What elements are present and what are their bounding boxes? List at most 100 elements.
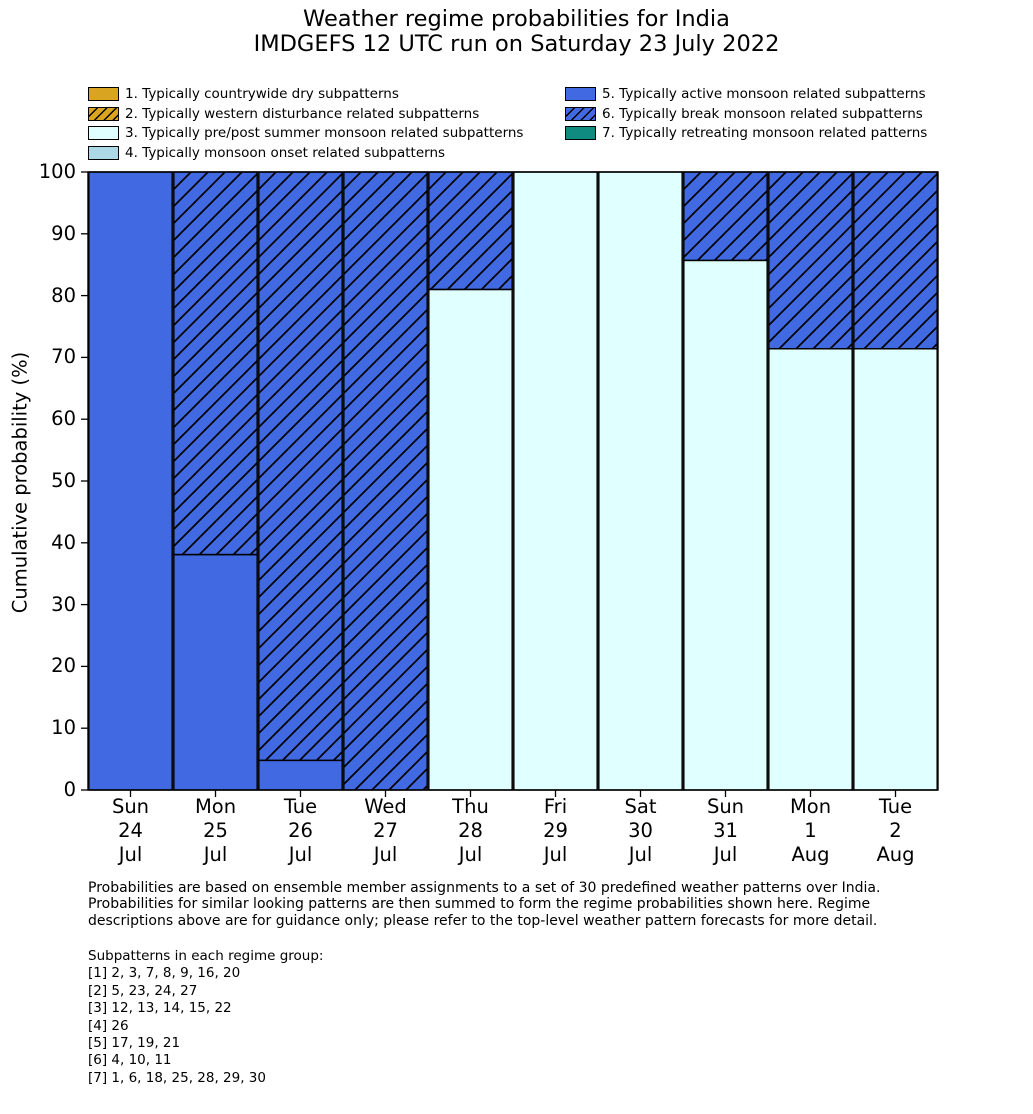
legend-label-5: 5. Typically active monsoon related subp… [602,86,926,102]
x-tick-label-line: Tue [878,795,913,818]
legend-item-6: 6. Typically break monsoon related subpa… [565,106,923,122]
legend-swatch-5 [565,87,596,101]
subpatterns-line-1: [1] 2, 3, 7, 8, 9, 16, 20 [88,965,241,982]
subpatterns-title: Subpatterns in each regime group: [88,948,324,964]
x-tick-label-line: Jul [203,843,228,866]
x-tick-label-line: Jul [628,843,653,866]
x-tick-label-line: Jul [288,843,313,866]
bar-9-segment-0 [853,348,938,790]
x-tick-label-line: 30 [628,819,653,842]
x-tick-label-line: Jul [543,843,568,866]
legend-item-4: 4. Typically monsoon onset related subpa… [88,145,445,161]
subpatterns-line-2: [2] 5, 23, 24, 27 [88,982,198,999]
y-tick-label-0: 0 [63,778,76,801]
bar-4-segment-0 [428,289,513,790]
x-tick-label-line: 1 [804,819,817,842]
x-tick-label-0: Sun 24 Jul [76,795,186,867]
x-tick-label-4: Thu 28 Jul [416,795,526,867]
legend-swatch-4 [88,145,119,160]
y-tick-label-50: 50 [51,469,76,492]
subpatterns-line-5: [5] 17, 19, 21 [88,1035,181,1051]
footer-line-3: descriptions above are for guidance only… [88,912,878,929]
legend-swatch-7 [565,126,596,141]
x-tick-label-line: Sun [706,795,745,818]
bar-8-segment-0 [768,348,853,790]
legend-swatch-2-hatched [88,106,119,121]
legend-item-1: 1. Typically countrywide dry subpatterns [88,86,399,102]
legend-item-2: 2. Typically western disturbance related… [88,106,479,122]
axis-ticks [81,171,897,797]
legend-label-1: 1. Typically countrywide dry subpatterns [125,86,399,102]
bar-3-segment-2-hatch [343,172,428,790]
y-tick-label-20: 20 [51,654,76,678]
bar-8-segment-2-hatch [768,172,853,349]
bar-0-segment-1 [88,172,173,790]
legend-swatch-6-hatched [565,106,596,121]
y-tick-label-80: 80 [51,283,76,307]
legend-label-3: 3. Typically pre/post summer monsoon rel… [125,125,524,142]
stacked-bar-chart [81,171,939,797]
subpatterns-line-6: [6] 4, 10, 11 [88,1052,172,1069]
x-tick-label-line: Wed [364,795,407,818]
y-tick-label-70: 70 [51,345,76,369]
legend-swatch-3 [88,126,119,141]
chart-title: Weather regime probabilities for India [303,6,730,32]
x-tick-label-line: 2 [889,819,902,842]
x-tick-label-8: Mon 1 Aug [756,795,866,867]
legend-label-7: 7. Typically retreating monsoon related … [602,125,928,142]
bar-segments [88,171,938,791]
x-tick-label-line: Mon [789,795,832,818]
x-tick-label-line: Jul [713,843,738,866]
x-tick-label-7: Sun 31 Jul [671,795,781,867]
bar-1-segment-1 [173,554,258,790]
x-tick-label-line: 24 [118,819,143,842]
bar-1-segment-2-hatch [173,172,258,555]
x-tick-label-line: Tue [283,795,318,818]
x-tick-label-line: Sat [624,795,657,818]
y-tick-label-100: 100 [38,160,76,183]
legend-label-6: 6. Typically break monsoon related subpa… [602,105,923,122]
bar-5-segment-0 [513,172,598,790]
x-tick-label-3: Wed 27 Jul [331,795,441,867]
y-tick-label-60: 60 [51,407,76,431]
bar-7-segment-0 [683,260,768,790]
x-tick-label-line: Thu [452,795,489,818]
bar-7-segment-2-hatch [683,172,768,261]
legend-item-7: 7. Typically retreating monsoon related … [565,125,927,141]
x-tick-label-line: 26 [288,819,313,842]
legend-item-5: 5. Typically active monsoon related subp… [565,86,926,102]
y-tick-label-40: 40 [51,530,76,554]
x-tick-label-2: Tue 26 Jul [246,795,356,867]
x-tick-label-5: Fri 29 Jul [501,795,611,867]
legend-swatch-1 [88,87,119,101]
footer-line-2: Probabilities for similar looking patter… [88,896,871,913]
x-tick-label-9: Tue 2 Aug [841,795,951,867]
x-tick-label-line: Aug [876,843,915,866]
y-tick-label-10: 10 [51,716,76,740]
x-tick-label-line: Sun [111,795,150,818]
x-tick-label-line: Fri [543,795,568,818]
bar-2-segment-2-hatch [258,172,343,761]
x-tick-label-line: 25 [203,819,228,842]
x-tick-label-line: 28 [458,819,483,842]
bar-2-segment-1 [258,760,343,790]
x-tick-label-line: 31 [713,819,738,842]
legend-item-3: 3. Typically pre/post summer monsoon rel… [88,125,523,141]
subpatterns-line-3: [3] 12, 13, 14, 15, 22 [88,1000,232,1017]
x-tick-label-line: Aug [791,843,830,866]
plot-frame [87,171,939,791]
y-tick-label-90: 90 [51,221,76,245]
x-tick-label-line: Jul [118,843,143,866]
x-tick-label-line: 29 [543,819,568,842]
chart-subtitle: IMDGEFS 12 UTC run on Saturday 23 July 2… [253,30,780,57]
subpatterns-line-4: [4] 26 [88,1017,129,1034]
x-tick-label-line: 27 [373,819,398,842]
subpatterns-line-7: [7] 1, 6, 18, 25, 28, 29, 30 [88,1069,266,1086]
bar-9-segment-2-hatch [853,172,938,349]
x-tick-label-line: Mon [194,795,237,818]
bar-4-segment-2-hatch [428,172,513,290]
legend-label-4: 4. Typically monsoon onset related subpa… [125,144,446,161]
x-tick-label-line: Jul [373,843,398,866]
chart-title-block: Weather regime probabilities for India I… [0,7,1033,56]
